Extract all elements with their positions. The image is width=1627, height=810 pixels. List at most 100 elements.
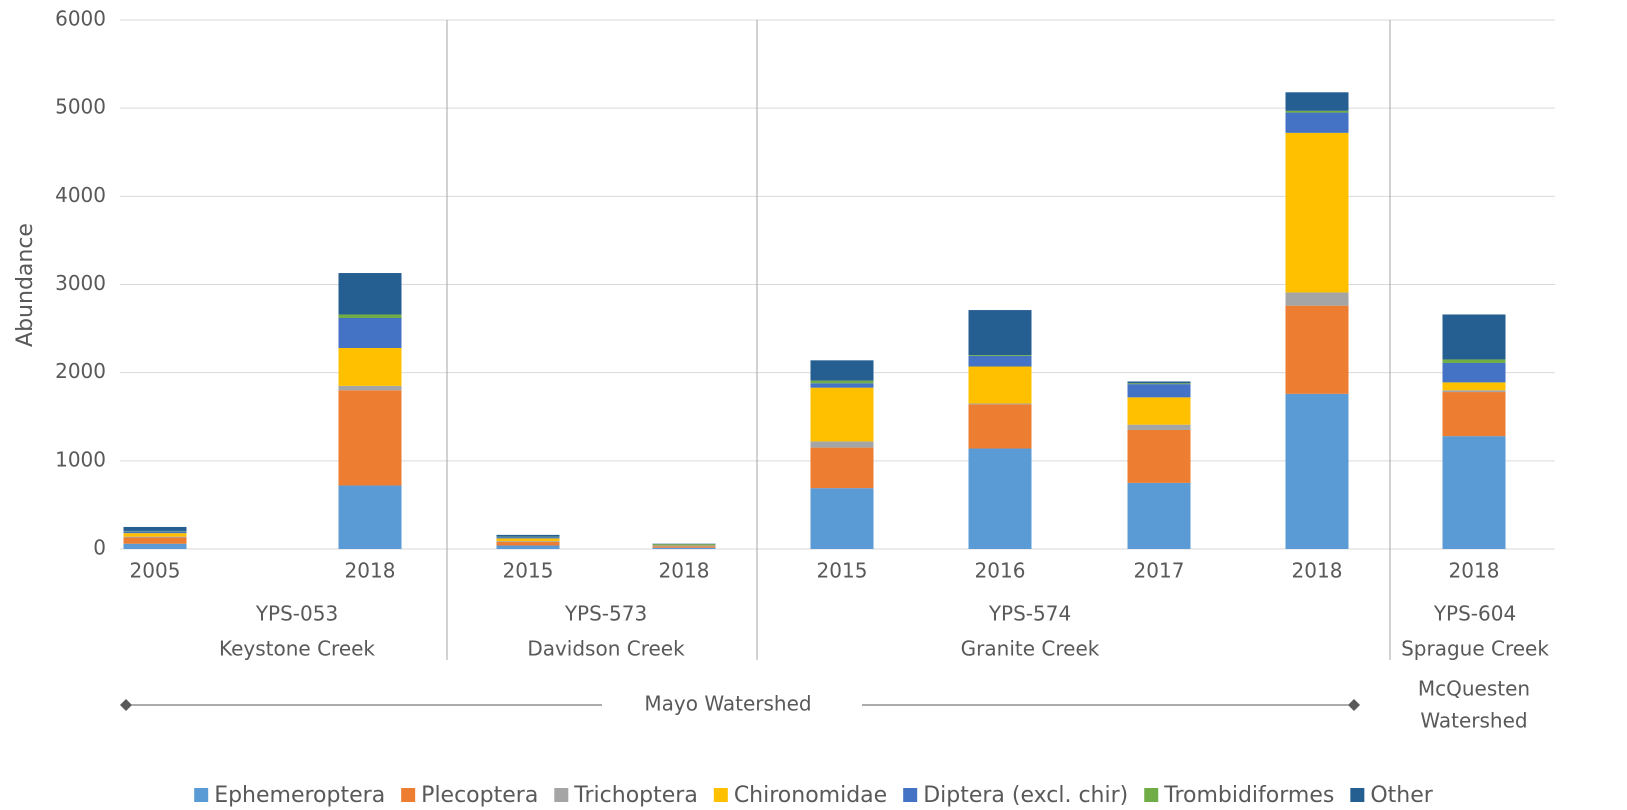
bar-segment xyxy=(1442,390,1506,393)
bar-segment xyxy=(810,447,874,489)
bar-segment xyxy=(968,404,1032,449)
legend-label: Trichoptera xyxy=(573,783,698,808)
x-tick-label: 2018 xyxy=(1449,559,1500,583)
bar-segment xyxy=(968,403,1032,405)
y-tick-label: 1000 xyxy=(55,447,106,471)
x-tick-label: 2015 xyxy=(817,559,868,583)
bar-segment xyxy=(810,387,874,442)
bar-segment xyxy=(1127,429,1191,483)
x-tick-label: 2016 xyxy=(975,559,1026,583)
bar-segment xyxy=(652,547,716,549)
y-tick-label: 2000 xyxy=(55,359,106,383)
bar-segment xyxy=(1285,92,1349,111)
bar-segment xyxy=(1285,110,1349,113)
bar-segment xyxy=(496,541,560,546)
y-tick-label: 5000 xyxy=(55,95,106,119)
x-tick-label: 2005 xyxy=(130,559,181,583)
bar-segment xyxy=(1442,314,1506,360)
bar-segment xyxy=(123,526,187,531)
bar-segment xyxy=(1127,381,1191,384)
bar-segment xyxy=(496,534,560,537)
bar-segment xyxy=(968,366,1032,404)
group-label: YPS-574 xyxy=(988,602,1071,626)
bar-segment xyxy=(652,544,716,546)
legend-swatch xyxy=(194,788,209,802)
legend-swatch xyxy=(903,788,918,802)
legend-label: Ephemeroptera xyxy=(214,783,385,808)
bar-segment xyxy=(1127,383,1191,385)
bar-segment xyxy=(338,390,402,486)
watershed-end xyxy=(120,699,132,711)
bar-segment xyxy=(1442,382,1506,391)
x-tick-label: 2018 xyxy=(1292,559,1343,583)
x-tick-label: 2018 xyxy=(659,559,710,583)
bar-segment xyxy=(338,347,402,386)
bar-segment xyxy=(810,441,874,448)
bar-segment xyxy=(968,310,1032,356)
x-tick-label: 2015 xyxy=(503,559,554,583)
bar-segment xyxy=(123,531,187,534)
y-tick-label: 3000 xyxy=(55,271,106,295)
watershed-label: Mayo Watershed xyxy=(644,692,811,716)
bar-segment xyxy=(1442,392,1506,437)
group-label: Sprague Creek xyxy=(1401,637,1549,661)
bar-segment xyxy=(338,385,402,391)
group-label: YPS-053 xyxy=(255,602,338,626)
legend-swatch xyxy=(401,788,416,802)
bar-segment xyxy=(338,273,402,315)
bar-segment xyxy=(496,538,560,542)
bar-segment xyxy=(1442,436,1506,549)
legend-label: Chironomidae xyxy=(734,783,887,808)
bar-segment xyxy=(123,533,187,537)
legend-swatch xyxy=(713,788,728,802)
bar-segment xyxy=(1127,424,1191,430)
bar-segment xyxy=(123,536,187,538)
y-tick-label: 4000 xyxy=(55,183,106,207)
bar-segment xyxy=(123,543,187,549)
x-tick-label: 2018 xyxy=(345,559,396,583)
bar-segment xyxy=(968,355,1032,367)
bar-segment xyxy=(810,380,874,384)
y-tick-label: 0 xyxy=(93,536,106,560)
watershed-end xyxy=(1348,699,1360,711)
group-label: YPS-604 xyxy=(1433,602,1516,626)
bar-segment xyxy=(496,545,560,549)
bar-segment xyxy=(338,314,402,319)
bar-segment xyxy=(1127,397,1191,425)
bar-segment xyxy=(1442,362,1506,383)
legend-swatch xyxy=(554,788,569,802)
bar-segment xyxy=(338,318,402,348)
bar-segment xyxy=(1285,292,1349,306)
group-label: Granite Creek xyxy=(961,637,1100,661)
group-label: Davidson Creek xyxy=(527,637,685,661)
bar-segment xyxy=(968,355,1032,356)
bar-segment xyxy=(810,360,874,381)
bar-segment xyxy=(1442,359,1506,363)
legend-swatch xyxy=(1144,788,1159,802)
group-label: Keystone Creek xyxy=(219,637,375,661)
bar-segment xyxy=(810,383,874,388)
y-axis-label: Abundance xyxy=(13,223,38,347)
legend-label: Trombidiformes xyxy=(1163,783,1334,808)
legend-label: Other xyxy=(1370,783,1433,808)
bar-segment xyxy=(1285,112,1349,133)
legend-label: Diptera (excl. chir) xyxy=(923,783,1128,808)
bar-segment xyxy=(652,546,716,548)
bar-segment xyxy=(338,485,402,549)
y-tick-label: 6000 xyxy=(55,7,106,31)
bar-segment xyxy=(1285,393,1349,549)
watershed-label: Watershed xyxy=(1420,709,1527,733)
bar-segment xyxy=(1127,384,1191,398)
watershed-label: McQuesten xyxy=(1418,677,1530,701)
x-tick-label: 2017 xyxy=(1134,559,1185,583)
group-label: YPS-573 xyxy=(564,602,647,626)
bar-segment xyxy=(810,488,874,549)
bar-segment xyxy=(496,537,560,539)
bar-segment xyxy=(123,537,187,544)
bar-segment xyxy=(496,541,560,542)
legend-label: Plecoptera xyxy=(421,783,538,808)
bar-segment xyxy=(968,448,1032,549)
bar-segment xyxy=(1285,305,1349,394)
bar-segment xyxy=(1285,132,1349,293)
